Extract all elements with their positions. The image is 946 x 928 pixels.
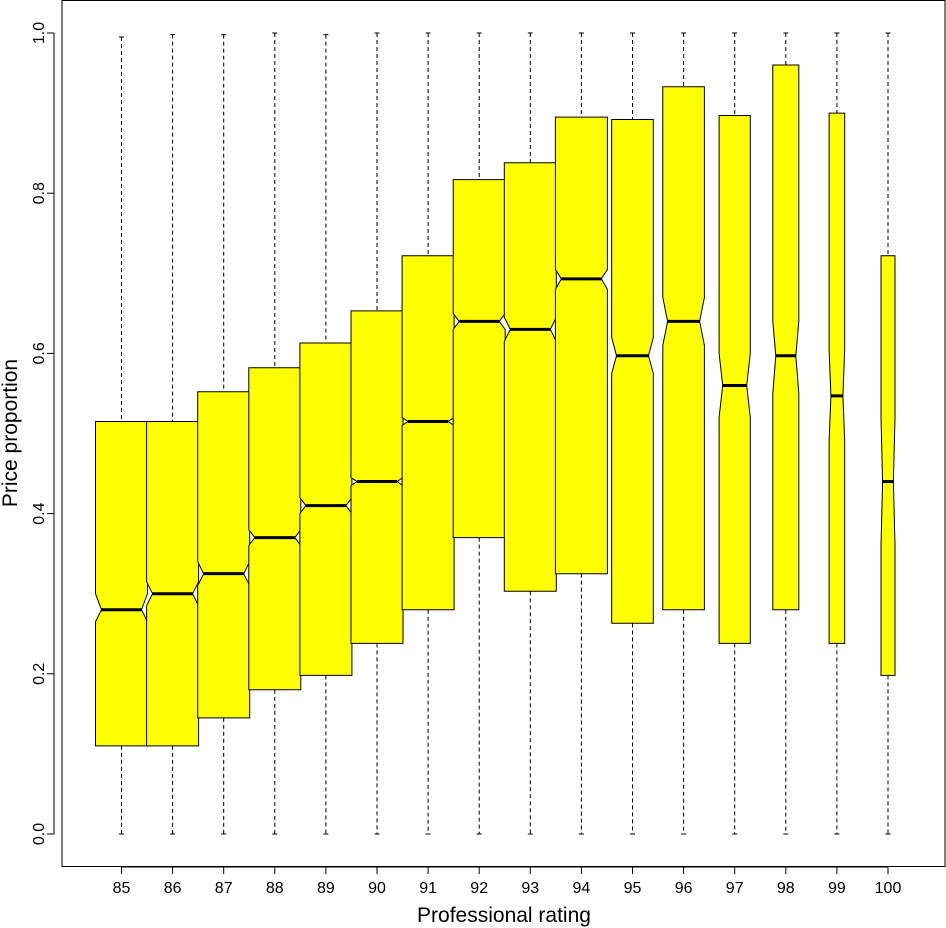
y-tick-label: 0.6 — [31, 342, 48, 364]
x-tick-label: 92 — [470, 880, 488, 897]
box-91 — [401, 255, 455, 611]
box-100 — [880, 255, 896, 676]
x-tick-label: 89 — [317, 880, 335, 897]
y-tick-label: 0.0 — [31, 823, 48, 845]
box-92 — [452, 179, 506, 539]
x-tick-label: 100 — [875, 880, 902, 897]
x-tick-label: 93 — [521, 880, 539, 897]
y-tick-label: 1.0 — [31, 22, 48, 44]
box-88 — [248, 367, 302, 691]
box-group-87 — [197, 34, 251, 835]
x-tick-label: 96 — [675, 880, 693, 897]
y-tick-label: 0.2 — [31, 663, 48, 685]
box-94 — [554, 116, 608, 575]
x-tick-label: 91 — [419, 880, 437, 897]
box-97 — [718, 115, 751, 644]
boxes-layer — [95, 32, 896, 835]
y-axis: 0.0 0.2 0.4 0.6 0.8 1.0 — [31, 22, 55, 845]
box-group-95 — [611, 32, 654, 835]
box-group-92 — [452, 32, 506, 835]
box-89 — [299, 342, 353, 676]
x-tick-label: 99 — [828, 880, 846, 897]
box-group-99 — [828, 32, 846, 835]
box-group-91 — [401, 32, 455, 835]
box-group-85 — [95, 36, 148, 835]
x-axis-title: Professional rating — [417, 904, 591, 927]
x-tick-label: 94 — [573, 880, 591, 897]
box-99 — [828, 112, 846, 644]
x-tick-label: 85 — [113, 880, 131, 897]
box-group-90 — [350, 32, 404, 835]
x-tick-label: 87 — [215, 880, 233, 897]
box-93 — [503, 162, 557, 592]
box-85 — [95, 421, 148, 747]
y-tick-label: 0.4 — [31, 502, 48, 524]
box-group-100 — [880, 32, 896, 835]
box-group-89 — [299, 34, 353, 835]
box-group-97 — [718, 32, 751, 835]
box-group-86 — [146, 34, 200, 835]
y-axis-title: Price proportion — [0, 359, 22, 507]
box-group-96 — [662, 32, 705, 835]
box-86 — [146, 421, 200, 747]
box-95 — [611, 119, 654, 624]
x-tick-label: 88 — [266, 880, 284, 897]
x-tick-label: 98 — [777, 880, 795, 897]
box-group-88 — [248, 32, 302, 835]
x-tick-label: 86 — [164, 880, 182, 897]
y-tick-label: 0.8 — [31, 182, 48, 204]
x-tick-label: 95 — [624, 880, 642, 897]
x-tick-label: 90 — [368, 880, 386, 897]
box-90 — [350, 310, 404, 644]
box-96 — [662, 86, 705, 611]
box-87 — [197, 391, 251, 719]
box-group-93 — [503, 32, 557, 835]
box-98 — [772, 64, 800, 611]
x-axis: 85 86 87 88 89 90 91 92 93 94 95 96 97 98 99 100 — [113, 866, 902, 897]
box-group-94 — [554, 32, 608, 835]
box-group-98 — [772, 32, 800, 835]
x-tick-label: 97 — [726, 880, 744, 897]
